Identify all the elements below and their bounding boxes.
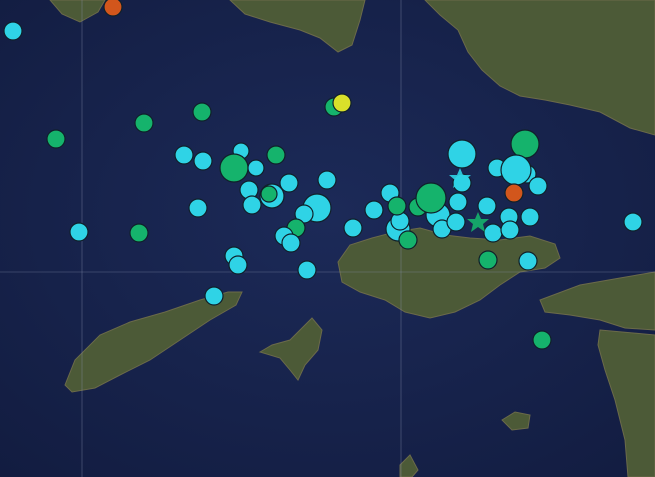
quake[interactable] [281,233,301,253]
mycale [539,271,655,331]
quake[interactable] [343,218,363,238]
quake[interactable] [500,220,520,240]
quake[interactable] [228,255,248,275]
quake[interactable] [174,145,194,165]
quake[interactable] [478,250,498,270]
quake[interactable] [192,102,212,122]
chios-tip [49,0,106,23]
quake[interactable] [103,0,123,17]
quake[interactable] [297,260,317,280]
quake[interactable] [247,159,265,177]
mainland-north [424,0,655,136]
quake[interactable] [483,223,503,243]
karaburun [229,0,366,53]
islet-south [399,454,419,477]
quake[interactable] [279,173,299,193]
quake[interactable] [364,200,384,220]
quake[interactable] [317,170,337,190]
ikaria [64,291,243,393]
quake[interactable] [204,286,224,306]
earthquakes [3,0,643,350]
fournoi [258,317,323,381]
quake[interactable] [448,192,468,212]
quake[interactable] [398,230,418,250]
quake[interactable] [242,195,262,215]
quake[interactable] [134,113,154,133]
mainland-south [597,329,655,477]
quake[interactable] [446,212,466,232]
quake[interactable] [69,222,89,242]
quake[interactable] [219,153,249,183]
quake[interactable] [3,21,23,41]
quake[interactable] [387,196,407,216]
quake[interactable] [504,183,524,203]
main-shock-star[interactable] [449,168,471,188]
main-shock-star[interactable] [467,212,489,232]
quake[interactable] [447,139,477,169]
quake[interactable] [266,145,286,165]
quake[interactable] [46,129,66,149]
quake[interactable] [500,154,532,186]
quake[interactable] [477,196,497,216]
quake[interactable] [518,251,538,271]
islet [501,411,531,431]
quake[interactable] [623,212,643,232]
quake[interactable] [188,198,208,218]
quake[interactable] [260,185,278,203]
quake[interactable] [532,330,552,350]
quake[interactable] [415,182,447,214]
quake[interactable] [510,129,540,159]
quake[interactable] [193,151,213,171]
quake[interactable] [332,93,352,113]
quake[interactable] [129,223,149,243]
quake[interactable] [520,207,540,227]
land [49,0,655,477]
quake[interactable] [528,176,548,196]
